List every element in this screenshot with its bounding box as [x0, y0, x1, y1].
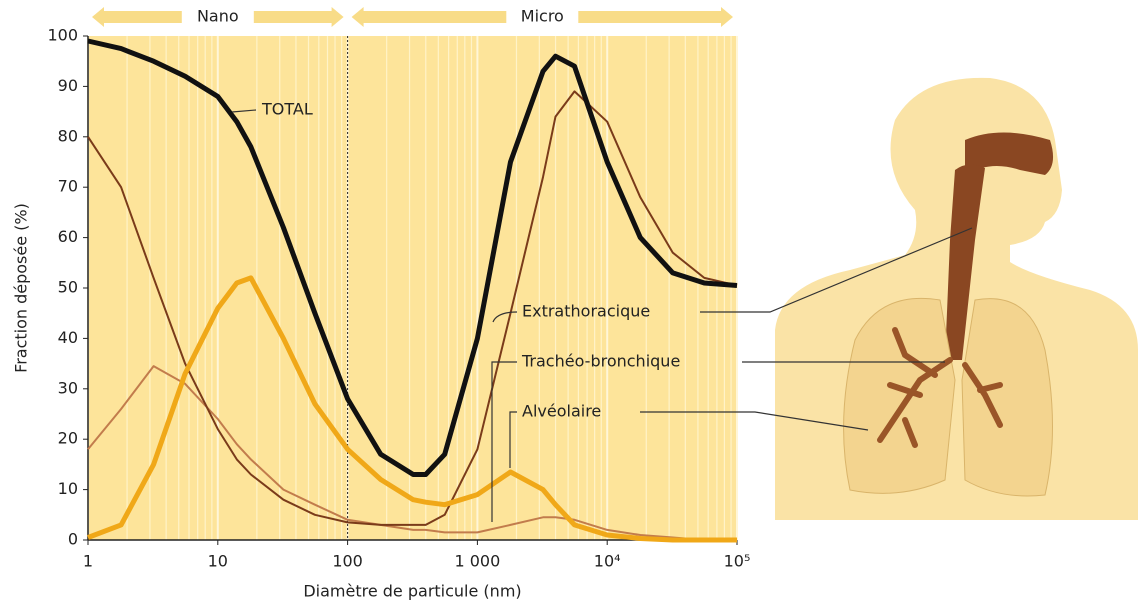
band-label: Micro [521, 7, 564, 26]
y-tick-label: 100 [47, 26, 78, 45]
left-lung [843, 297, 956, 494]
series-label: Extrathoracique [522, 302, 650, 321]
x-tick-label: 100 [332, 552, 363, 571]
series-line [87, 275, 737, 543]
band-label: Nano [197, 7, 239, 26]
leader-line [509, 411, 869, 468]
x-tick-label: 10⁵ [724, 552, 751, 571]
series-line [87, 90, 738, 526]
trachea [945, 164, 985, 360]
y-tick-label: 60 [58, 227, 78, 246]
y-tick-label: 40 [58, 328, 78, 347]
x-tick-label: 1 000 [454, 552, 500, 571]
band-label-bg [506, 7, 579, 27]
series-line [87, 365, 737, 541]
x-tick-label: 1 [83, 552, 93, 571]
y-tick-label: 0 [68, 530, 78, 549]
y-tick-label: 10 [58, 479, 78, 498]
y-tick-label: 50 [58, 278, 78, 297]
y-tick-label: 90 [58, 76, 78, 95]
right-lung [961, 298, 1053, 497]
x-tick-label: 10⁴ [594, 552, 621, 571]
y-tick-label: 80 [58, 126, 78, 145]
series-label: Trachéo-bronchique [521, 352, 680, 371]
plot-background [88, 36, 737, 540]
y-axis-label: Fraction déposée (%) [12, 203, 31, 373]
series-label: TOTAL [261, 100, 313, 119]
illustration [775, 77, 1138, 520]
band-label-bg [181, 7, 254, 27]
series-line [87, 38, 738, 477]
bronchi [877, 327, 1003, 448]
x-axis-label: Diamètre de particule (nm) [303, 582, 521, 601]
x-tick-label: 10 [208, 552, 228, 571]
leader-line [231, 109, 257, 113]
leader-line [492, 227, 973, 323]
y-tick-label: 70 [58, 177, 78, 196]
series-label: Alvéolaire [522, 402, 601, 421]
leader-line [491, 361, 945, 522]
y-tick-label: 30 [58, 378, 78, 397]
nasal-cavity [965, 132, 1054, 175]
y-tick-label: 20 [58, 429, 78, 448]
